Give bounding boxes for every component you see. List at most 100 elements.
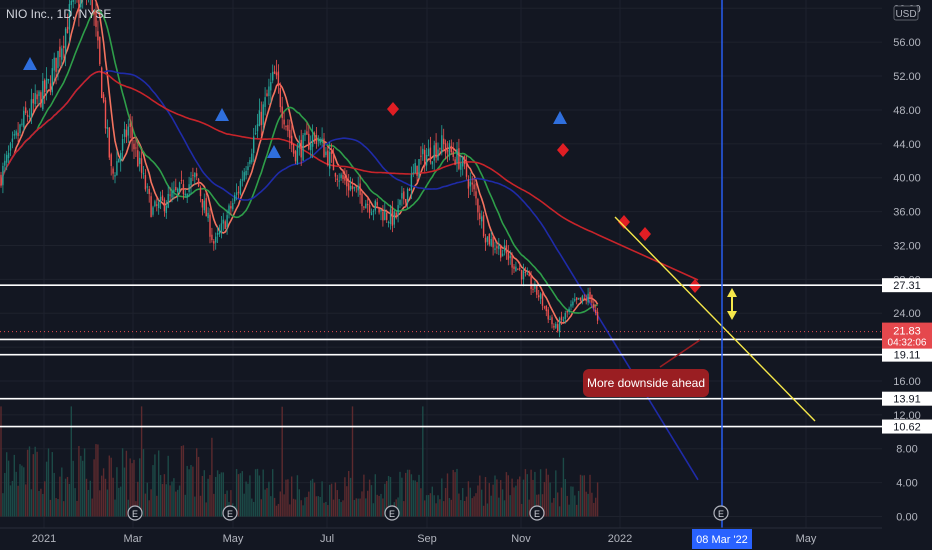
candle-body bbox=[53, 57, 55, 71]
volume-bar bbox=[114, 499, 116, 517]
volume-bar bbox=[70, 406, 72, 517]
candle-body bbox=[543, 306, 546, 308]
candle-body bbox=[454, 159, 456, 165]
volume-bar bbox=[273, 497, 276, 517]
volume-bar bbox=[47, 448, 50, 517]
volume-bar bbox=[304, 497, 306, 517]
candle-body bbox=[32, 99, 34, 104]
volume-bar bbox=[332, 499, 335, 517]
volume-bar bbox=[319, 496, 321, 517]
volume-bar bbox=[410, 474, 413, 517]
candle-body bbox=[215, 236, 217, 243]
volume-bar bbox=[177, 489, 179, 517]
candle-body bbox=[298, 142, 300, 148]
drawings[interactable]: More downside ahead bbox=[583, 0, 816, 528]
candle-body bbox=[91, 0, 93, 12]
volume-bar bbox=[456, 468, 458, 517]
candle-body bbox=[579, 297, 582, 301]
volume-bar bbox=[570, 486, 572, 517]
volume-bar bbox=[159, 475, 162, 517]
candle-body bbox=[557, 324, 559, 332]
volume-bar bbox=[182, 445, 185, 517]
candle-body bbox=[220, 223, 223, 233]
candle-body bbox=[2, 165, 4, 186]
candle-body bbox=[313, 133, 316, 135]
candle-body bbox=[391, 206, 394, 226]
volume-bar bbox=[63, 501, 65, 517]
candle-body bbox=[538, 295, 540, 298]
earnings-icon[interactable]: E bbox=[127, 505, 143, 521]
candle-body bbox=[351, 186, 354, 190]
earnings-icon[interactable]: E bbox=[222, 505, 238, 521]
volume-bar bbox=[285, 479, 287, 517]
earnings-icon[interactable]: E bbox=[713, 505, 729, 521]
candle-body bbox=[68, 4, 71, 30]
volume-bar bbox=[156, 495, 158, 517]
candle-body bbox=[450, 145, 452, 153]
volume-bar bbox=[25, 484, 27, 517]
volume-bar bbox=[74, 488, 76, 517]
candle-body bbox=[38, 91, 40, 97]
volume-bar bbox=[519, 476, 521, 517]
candle-body bbox=[45, 78, 48, 89]
volume-bar bbox=[277, 503, 280, 517]
earnings-letter: E bbox=[718, 509, 724, 519]
volume-bar bbox=[186, 465, 188, 517]
earnings-icon[interactable]: E bbox=[529, 505, 545, 521]
candle-body bbox=[93, 11, 95, 15]
candle-body bbox=[249, 160, 251, 164]
earnings-circle bbox=[127, 505, 143, 521]
sell-signal-icon bbox=[639, 227, 651, 241]
volume-bar bbox=[503, 500, 506, 517]
cursor-date-badge[interactable] bbox=[692, 529, 752, 549]
candle-body bbox=[42, 80, 44, 110]
volume-bar bbox=[346, 486, 348, 517]
candle-body bbox=[70, 0, 72, 5]
volume-bar bbox=[492, 484, 494, 517]
price-tick-label: 52.00 bbox=[893, 71, 921, 83]
volume-bar bbox=[296, 475, 299, 517]
volume-bar bbox=[235, 468, 238, 517]
volume-bar bbox=[342, 500, 344, 517]
candle-body bbox=[587, 293, 589, 303]
candle-body bbox=[429, 147, 432, 163]
price-axis-panel[interactable] bbox=[882, 0, 932, 528]
time-axis[interactable]: 2021 Mar May Jul Sep Nov 2022 May 08 Mar '22 bbox=[32, 529, 817, 549]
volume-bar bbox=[593, 502, 595, 517]
volume-bar bbox=[220, 472, 223, 517]
volume-bar bbox=[344, 477, 346, 517]
candle-body bbox=[530, 276, 532, 290]
earnings-icon[interactable]: E bbox=[384, 505, 400, 521]
candle-body bbox=[577, 297, 580, 300]
candle-body bbox=[418, 159, 420, 179]
candle-body bbox=[452, 151, 454, 157]
volume-bar bbox=[458, 493, 460, 517]
candle-body bbox=[374, 200, 376, 211]
double-arrow-icon[interactable] bbox=[727, 288, 737, 320]
volume-bar bbox=[576, 504, 578, 517]
volume-bar bbox=[91, 498, 93, 517]
volume-bar bbox=[0, 406, 2, 517]
candle-body bbox=[471, 182, 473, 185]
volume-bar bbox=[108, 455, 110, 517]
level-price-tag bbox=[882, 391, 932, 406]
candle-body bbox=[123, 129, 126, 137]
candle-body bbox=[19, 124, 21, 133]
candle-body bbox=[574, 298, 576, 301]
candle-body bbox=[500, 245, 502, 258]
candle-body bbox=[526, 273, 528, 275]
candle-body bbox=[28, 115, 31, 117]
candle-body bbox=[158, 202, 160, 209]
candle-body bbox=[127, 126, 129, 136]
candle-body bbox=[315, 134, 318, 144]
candle-body bbox=[196, 173, 198, 177]
trend-line[interactable] bbox=[614, 216, 816, 422]
candle-body bbox=[323, 138, 325, 158]
callout[interactable]: More downside ahead bbox=[583, 369, 709, 397]
volume-bar bbox=[13, 454, 15, 517]
earnings-circle bbox=[713, 505, 729, 521]
candle-body bbox=[203, 200, 205, 211]
